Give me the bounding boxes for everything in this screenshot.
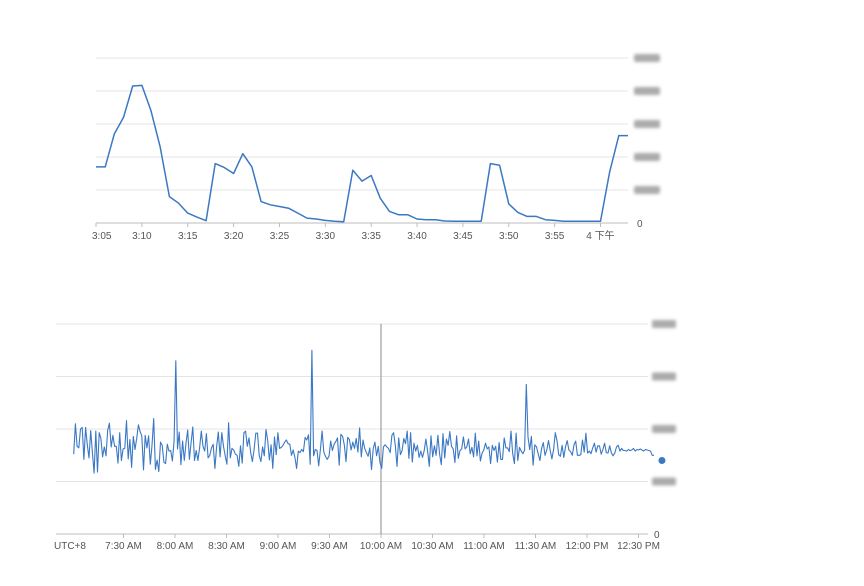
- latest-value-point[interactable]: [658, 457, 666, 464]
- top-y-tick-label-redacted: [634, 87, 660, 95]
- bottom-x-tick-label: 8:30 AM: [208, 541, 245, 552]
- top-series-line[interactable]: [96, 84, 628, 223]
- bottom-series-line[interactable]: [73, 349, 654, 474]
- bottom-line-chart[interactable]: 0 UTC+8 7:30 AM 8:00 AM 8:30 AM 9:00 AM 9:30 A…: [54, 320, 676, 552]
- bottom-x-tick-label: 10:00 AM: [360, 541, 402, 552]
- top-y-tick-label: 0: [637, 219, 643, 230]
- top-x-tick-label: 3:45: [453, 231, 473, 242]
- top-x-tick-label: 3:30: [316, 231, 336, 242]
- bottom-x-tick-label: 11:00 AM: [463, 541, 505, 552]
- top-x-tick-label: 4 下午: [586, 229, 614, 242]
- bottom-y-tick-label: 0: [654, 530, 660, 541]
- top-x-tick-label: 3:55: [545, 231, 565, 242]
- bottom-y-tick-label-redacted: [652, 477, 676, 486]
- top-x-tick-label: 3:10: [132, 231, 152, 242]
- bottom-y-tick-label-redacted: [652, 320, 676, 328]
- top-x-tick-label: 3:20: [224, 231, 244, 242]
- bottom-x-tick-label: 9:30 AM: [311, 541, 348, 552]
- bottom-x-tick-label: 10:30 AM: [411, 541, 453, 552]
- top-x-tick-label: 3:15: [178, 231, 198, 242]
- bottom-timezone-label: UTC+8: [54, 541, 86, 552]
- bottom-x-tick-label: 8:00 AM: [157, 541, 194, 552]
- bottom-x-tick-label: 9:00 AM: [260, 541, 297, 552]
- top-x-tick-label: 3:35: [361, 231, 381, 242]
- top-line-chart[interactable]: 0 3:05 3:10 3:15 3:20 3:25 3:30 3:35 3:40 3:45 3:5…: [92, 54, 660, 242]
- top-y-tick-label-redacted: [634, 186, 660, 194]
- top-y-tick-label-redacted: [634, 54, 660, 62]
- top-y-tick-label-redacted: [634, 153, 660, 161]
- top-y-tick-label-redacted: [634, 120, 660, 128]
- bottom-x-tick-label: 11:30 AM: [515, 541, 557, 552]
- top-x-tick-label: 3:40: [407, 231, 427, 242]
- top-x-tick-label: 3:50: [499, 231, 519, 242]
- top-x-tick-label: 3:05: [92, 231, 112, 242]
- bottom-x-tick-label: 12:00 PM: [566, 541, 609, 552]
- bottom-x-tick-label: 12:30 PM: [617, 541, 660, 552]
- bottom-y-tick-label-redacted: [652, 425, 676, 433]
- top-x-tick-label: 3:25: [270, 231, 290, 242]
- bottom-x-tick-label: 7:30 AM: [105, 541, 142, 552]
- bottom-y-tick-label-redacted: [652, 372, 676, 381]
